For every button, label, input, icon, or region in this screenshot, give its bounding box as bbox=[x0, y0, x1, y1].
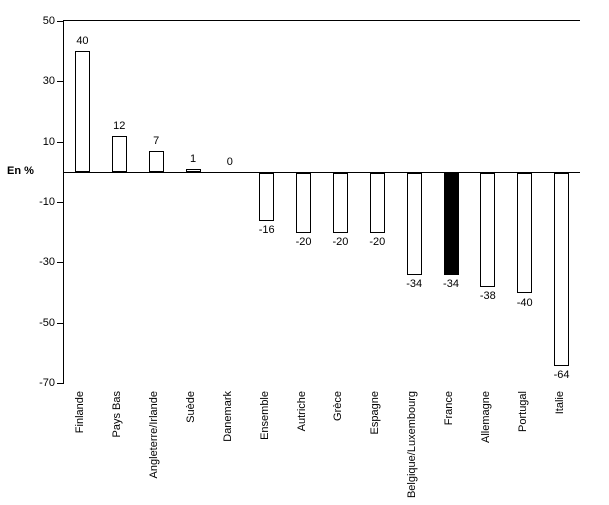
bar bbox=[296, 172, 312, 234]
bar bbox=[554, 172, 570, 366]
y-tick-label: 30 bbox=[42, 75, 55, 88]
bar-value-label: -16 bbox=[258, 224, 275, 237]
y-tick-label: -10 bbox=[39, 196, 55, 208]
y-tick-label: -30 bbox=[39, 256, 55, 269]
y-axis-title: En % bbox=[7, 164, 34, 177]
bar bbox=[332, 172, 348, 234]
y-tick-mark bbox=[57, 81, 64, 83]
x-axis-label: Angleterre/Irlande bbox=[148, 391, 161, 479]
bar-value-label: -34 bbox=[443, 278, 459, 291]
x-axis-label: Italie bbox=[553, 391, 566, 415]
y-tick-mark bbox=[57, 262, 64, 264]
bar-value-label: -38 bbox=[479, 290, 496, 303]
x-axis-label: Autriche bbox=[295, 391, 308, 432]
x-axis-label: Grèce bbox=[332, 391, 345, 421]
bar-value-label: 0 bbox=[226, 155, 233, 168]
x-axis-label: Allemagne bbox=[479, 391, 492, 443]
bar-value-label: -40 bbox=[516, 296, 533, 309]
x-axis-label: Pays Bas bbox=[111, 391, 124, 438]
plot-area: 50 30 10 -10 -30 -50 -70 40 12 7 1 0 -16 -20 -20 -20 -34… bbox=[39, 15, 580, 389]
bar-value-label: -34 bbox=[406, 278, 423, 291]
x-axis-label: France bbox=[443, 391, 455, 426]
bar-value-label: 12 bbox=[113, 119, 126, 132]
y-tick-mark bbox=[57, 322, 64, 324]
x-axis-labels: Finlande Pays Bas Angleterre/Irlande Suède D… bbox=[63, 391, 580, 505]
x-axis-label: Suède bbox=[185, 391, 197, 423]
bar-value-label: -20 bbox=[369, 236, 386, 249]
x-axis-label: Espagne bbox=[369, 391, 382, 435]
bar bbox=[443, 172, 459, 276]
y-tick-label: 50 bbox=[42, 15, 55, 27]
zero-axis-line bbox=[64, 171, 580, 173]
bar bbox=[185, 168, 201, 172]
y-tick-mark bbox=[57, 141, 64, 143]
x-axis-label: Portugal bbox=[516, 391, 529, 432]
bar-value-label: 1 bbox=[189, 152, 197, 165]
x-axis-label: Finlande bbox=[74, 391, 87, 434]
bar bbox=[406, 172, 422, 276]
bar-value-label: -20 bbox=[295, 236, 312, 249]
bar-value-label: -64 bbox=[553, 368, 570, 381]
bar bbox=[480, 172, 496, 288]
bar-value-label: -20 bbox=[332, 236, 349, 249]
x-axis-label: Danemark bbox=[221, 391, 234, 442]
y-tick-label: 10 bbox=[42, 135, 55, 148]
y-tick-label: -50 bbox=[39, 316, 55, 329]
bar-value-label: 40 bbox=[76, 35, 89, 48]
y-tick-mark bbox=[57, 383, 64, 384]
bar bbox=[74, 51, 90, 172]
x-axis-label: Ensemble bbox=[258, 391, 271, 440]
bar bbox=[111, 135, 127, 172]
bar bbox=[517, 172, 533, 294]
y-tick-mark bbox=[57, 21, 64, 22]
bar bbox=[148, 150, 164, 172]
x-axis-label: Belgique/Luxembourg bbox=[406, 391, 419, 499]
bar bbox=[259, 172, 275, 222]
bar-value-label: 7 bbox=[153, 134, 160, 147]
y-tick-mark bbox=[57, 202, 64, 203]
bar bbox=[369, 172, 385, 234]
y-tick-label: -70 bbox=[39, 377, 55, 389]
